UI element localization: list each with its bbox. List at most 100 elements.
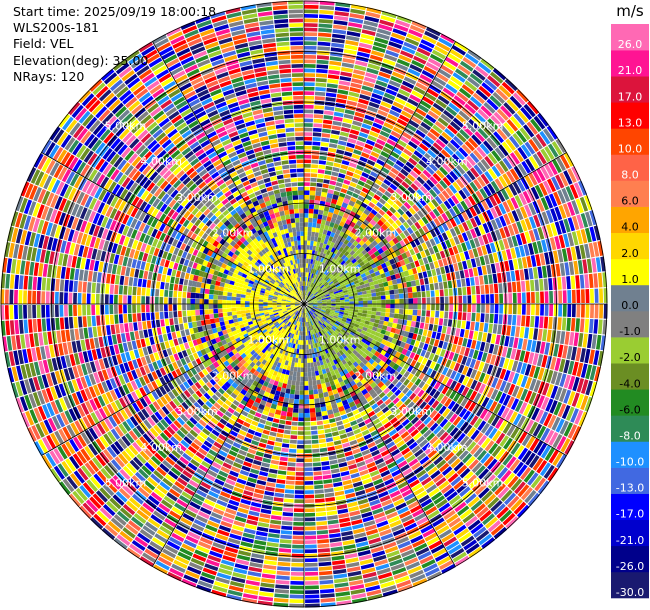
- velocity-gate: [277, 474, 286, 480]
- velocity-gate: [433, 45, 449, 56]
- velocity-gate: [597, 272, 603, 288]
- velocity-gate: [358, 98, 369, 105]
- velocity-gate: [555, 174, 565, 189]
- velocity-gate: [425, 284, 430, 291]
- velocity-gate: [551, 176, 561, 191]
- velocity-gate: [419, 73, 433, 84]
- velocity-gate: [316, 520, 328, 526]
- velocity-gate: [305, 272, 308, 277]
- velocity-gate: [384, 271, 391, 278]
- velocity-gate: [422, 329, 428, 337]
- velocity-gate: [418, 142, 429, 152]
- velocity-gate: [517, 338, 524, 350]
- velocity-gate: [368, 212, 376, 219]
- velocity-gate: [394, 143, 405, 152]
- velocity-gate: [298, 412, 304, 418]
- velocity-gate: [441, 326, 447, 334]
- velocity-gate: [257, 475, 268, 481]
- velocity-gate: [325, 295, 331, 299]
- velocity-gate: [392, 237, 400, 245]
- velocity-gate: [461, 320, 466, 329]
- velocity-gate: [295, 476, 304, 481]
- velocity-gate: [304, 517, 316, 522]
- velocity-gate: [468, 249, 475, 259]
- velocity-gate: [319, 283, 324, 288]
- velocity-gate: [307, 362, 311, 368]
- velocity-gate: [332, 24, 347, 31]
- velocity-gate: [353, 202, 361, 210]
- velocity-gate: [320, 267, 325, 273]
- velocity-gate: [413, 246, 420, 254]
- velocity-gate: [286, 411, 293, 417]
- velocity-gate: [463, 250, 470, 260]
- velocity-gate: [372, 215, 380, 223]
- velocity-gate: [420, 250, 427, 258]
- velocity-gate: [477, 235, 485, 246]
- velocity-gate: [333, 20, 348, 26]
- velocity-gate: [416, 176, 426, 185]
- velocity-gate: [307, 297, 312, 302]
- velocity-gate: [319, 579, 334, 585]
- velocity-gate: [480, 124, 492, 137]
- velocity-gate: [506, 271, 511, 282]
- velocity-gate: [370, 171, 379, 178]
- velocity-gate: [375, 80, 388, 88]
- velocity-gate: [435, 72, 449, 83]
- velocity-gate: [426, 131, 438, 142]
- velocity-gate: [567, 304, 572, 318]
- velocity-gate: [360, 284, 366, 289]
- velocity-gate: [352, 277, 358, 282]
- velocity-gate: [584, 211, 593, 227]
- velocity-gate: [313, 255, 317, 261]
- velocity-gate: [338, 241, 344, 247]
- velocity-gate: [338, 140, 347, 146]
- velocity-gate: [349, 263, 356, 270]
- velocity-gate: [347, 288, 353, 293]
- velocity-gate: [343, 179, 351, 186]
- velocity-gate: [427, 201, 436, 211]
- velocity-gate: [412, 304, 418, 310]
- velocity-gate: [312, 273, 316, 279]
- velocity-gate: [397, 283, 403, 289]
- velocity-gate: [329, 294, 335, 297]
- velocity-gate: [571, 289, 576, 304]
- velocity-gate: [348, 231, 355, 238]
- velocity-gate: [480, 58, 495, 71]
- velocity-gate: [392, 28, 407, 37]
- velocity-gate: [319, 575, 333, 580]
- velocity-gate: [385, 299, 391, 304]
- velocity-gate: [324, 259, 329, 265]
- velocity-gate: [589, 210, 597, 226]
- velocity-gate: [348, 162, 357, 169]
- velocity-gate: [321, 215, 328, 221]
- velocity-gate: [544, 304, 549, 316]
- velocity-gate: [343, 49, 357, 55]
- velocity-gate: [327, 446, 335, 452]
- velocity-gate: [504, 335, 510, 347]
- velocity-gate: [412, 267, 418, 275]
- velocity-gate: [405, 250, 411, 258]
- velocity-gate: [311, 288, 315, 293]
- velocity-gate: [325, 270, 330, 276]
- velocity-gate: [332, 559, 346, 566]
- velocity-gate: [358, 42, 373, 50]
- velocity-gate: [270, 427, 278, 433]
- velocity-gate: [371, 292, 377, 297]
- velocity-gate: [361, 123, 372, 130]
- velocity-gate: [323, 424, 331, 429]
- velocity-gate: [470, 217, 478, 228]
- velocity-gate: [434, 120, 446, 131]
- velocity-gate: [477, 331, 483, 341]
- velocity-gate: [507, 224, 515, 236]
- velocity-gate: [275, 579, 290, 585]
- velocity-gate: [333, 111, 344, 118]
- velocity-gate: [526, 339, 533, 352]
- velocity-gate: [323, 179, 330, 184]
- velocity-gate: [549, 290, 554, 304]
- velocity-gate: [322, 280, 327, 285]
- velocity-gate: [511, 281, 517, 293]
- velocity-gate: [396, 278, 402, 284]
- velocity-gate: [488, 323, 493, 334]
- velocity-gate: [366, 310, 372, 315]
- velocity-gate: [345, 35, 360, 42]
